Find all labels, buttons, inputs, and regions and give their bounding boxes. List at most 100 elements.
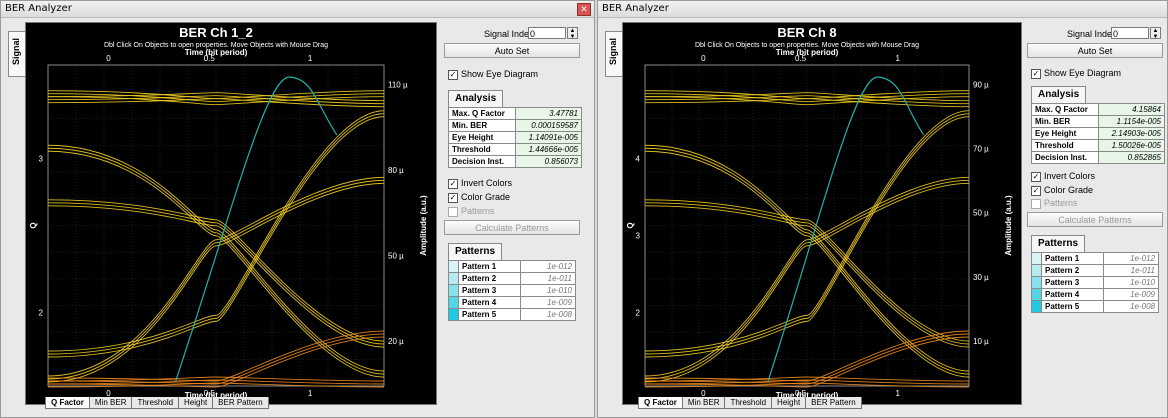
auto-set-button[interactable]: Auto Set (1027, 43, 1163, 58)
plot-tabs: Q Factor Min BER Threshold Height BER Pa… (638, 397, 862, 409)
plot-tabs: Q Factor Min BER Threshold Height BER Pa… (45, 397, 269, 409)
show-eye-diagram-label: Show Eye Diagram (1044, 68, 1122, 78)
y-tick-label: 70 µ (973, 144, 989, 153)
analysis-value: 0.000159587 (514, 119, 583, 132)
x-tick-label: 0.5 (795, 389, 807, 398)
plot-background (26, 23, 436, 404)
pattern-row[interactable]: Pattern 1 1e-012 (1031, 252, 1159, 265)
pattern-row[interactable]: Pattern 2 1e-011 (1031, 264, 1159, 277)
signal-index-row: Signal Index: 0 ▲ ▼ (1027, 27, 1165, 41)
tab-ber-pattern[interactable]: BER Pattern (212, 397, 269, 409)
tab-patterns[interactable]: Patterns (1031, 235, 1086, 252)
analysis-key: Min. BER (448, 119, 516, 132)
analysis-key: Max. Q Factor (448, 107, 516, 120)
x-tick-label: 0.5 (795, 54, 807, 63)
analysis-row: Eye Height 1.14091e-005 (448, 131, 583, 144)
analysis-key: Eye Height (1031, 127, 1099, 140)
analysis-row: Eye Height 2.14903e-005 (1031, 127, 1166, 140)
x-tick-label: 1 (308, 54, 313, 63)
spin-updown-icon[interactable]: ▲ ▼ (567, 27, 578, 40)
pattern-row[interactable]: Pattern 4 1e-009 (1031, 288, 1159, 301)
analysis-key: Decision Inst. (448, 155, 516, 168)
q-factor-curve (767, 76, 925, 382)
tab-q-factor[interactable]: Q Factor (45, 397, 90, 409)
x-tick-label: 1 (895, 389, 900, 398)
pattern-value: 1e-012 (520, 260, 576, 273)
chart-title: BER Ch 8 (777, 25, 836, 40)
analysis-value: 1.50026e-005 (1097, 139, 1166, 152)
pattern-row[interactable]: Pattern 3 1e-010 (1031, 276, 1159, 289)
analysis-value: 0.856073 (514, 155, 583, 168)
pattern-row[interactable]: Pattern 3 1e-010 (448, 284, 576, 297)
checkbox-checked-icon: ✓ (1031, 185, 1041, 196)
patterns-check-label: Patterns (1044, 198, 1078, 208)
plot-area (644, 64, 970, 387)
tab-threshold[interactable]: Threshold (131, 397, 180, 409)
window-title: BER Analyzer (5, 3, 72, 14)
analysis-row: Threshold 1.50026e-005 (1031, 139, 1166, 152)
show-eye-diagram-checkbox[interactable]: ✓ Show Eye Diagram (1031, 67, 1121, 79)
x-tick-label: 1 (895, 54, 900, 63)
signal-index-input[interactable]: 0 (1111, 27, 1149, 39)
pattern-key: Pattern 4 (1041, 288, 1104, 301)
plot-hint: Dbl Click On Objects to open properties.… (104, 42, 328, 49)
pattern-row[interactable]: Pattern 2 1e-011 (448, 272, 576, 285)
eye-traces (644, 90, 970, 388)
title-bar: BER Analyzer (598, 1, 1167, 18)
title-bar: BER Analyzer ✕ (1, 1, 594, 18)
y-tick-label: 3 (636, 231, 641, 240)
pattern-value: 1e-008 (1103, 300, 1159, 313)
signal-side-tab[interactable]: Signal (605, 31, 623, 77)
color-grade-checkbox[interactable]: ✓ Color Grade (1031, 184, 1093, 196)
tab-q-factor[interactable]: Q Factor (638, 397, 683, 409)
x-tick-label: 0 (701, 54, 706, 63)
tab-height[interactable]: Height (178, 397, 214, 409)
pattern-row[interactable]: Pattern 5 1e-008 (1031, 300, 1159, 313)
show-eye-diagram-label: Show Eye Diagram (461, 69, 539, 79)
pattern-key: Pattern 1 (1041, 252, 1104, 265)
tab-analysis[interactable]: Analysis (1031, 86, 1087, 103)
top-axis-title: Time (bit period) (776, 48, 839, 57)
right-axis-title: Amplitude (a.u.) (1004, 195, 1013, 256)
checkbox-checked-icon: ✓ (448, 192, 458, 203)
close-icon[interactable]: ✕ (577, 3, 591, 16)
auto-set-button[interactable]: Auto Set (444, 43, 580, 58)
invert-colors-checkbox[interactable]: ✓ Invert Colors (1031, 170, 1095, 182)
analysis-value: 1.1154e-005 (1097, 115, 1166, 128)
signal-index-input[interactable]: 0 (528, 27, 566, 39)
pattern-row[interactable]: Pattern 1 1e-012 (448, 260, 576, 273)
tab-min-ber[interactable]: Min BER (681, 397, 726, 409)
pattern-key: Pattern 5 (1041, 300, 1104, 313)
pattern-swatch (1031, 288, 1042, 301)
color-grade-label: Color Grade (461, 192, 511, 202)
signal-side-tab[interactable]: Signal (8, 31, 26, 77)
side-tab-label: Signal (608, 38, 618, 66)
spin-updown-icon[interactable]: ▲ ▼ (1150, 27, 1161, 40)
tab-min-ber[interactable]: Min BER (88, 397, 133, 409)
tab-patterns[interactable]: Patterns (448, 243, 503, 260)
x-tick-label: 0 (106, 389, 111, 398)
signal-index-label: Signal Index: (1067, 29, 1120, 39)
pattern-row[interactable]: Pattern 5 1e-008 (448, 308, 576, 321)
side-tab-label: Signal (11, 38, 21, 66)
x-tick-label: 0.5 (204, 389, 216, 398)
pattern-swatch (448, 272, 459, 285)
x-tick-label: 1 (308, 389, 313, 398)
pattern-value: 1e-012 (1103, 252, 1159, 265)
analysis-key: Threshold (1031, 139, 1099, 152)
tab-ber-pattern[interactable]: BER Pattern (805, 397, 862, 409)
pattern-key: Pattern 5 (458, 308, 521, 321)
eye-diagram-plot[interactable]: BER Ch 8 Dbl Click On Objects to open pro… (622, 22, 1022, 405)
eye-diagram-plot[interactable]: BER Ch 1_2 Dbl Click On Objects to open p… (25, 22, 437, 405)
pattern-row[interactable]: Pattern 4 1e-009 (448, 296, 576, 309)
show-eye-diagram-checkbox[interactable]: ✓ Show Eye Diagram (448, 68, 538, 80)
pattern-swatch (1031, 300, 1042, 313)
analysis-row: Decision Inst. 0.852865 (1031, 151, 1166, 164)
tab-height[interactable]: Height (771, 397, 807, 409)
tab-threshold[interactable]: Threshold (724, 397, 773, 409)
y-tick-label: 10 µ (973, 337, 989, 346)
invert-colors-checkbox[interactable]: ✓ Invert Colors (448, 177, 512, 189)
tab-analysis[interactable]: Analysis (448, 90, 504, 107)
color-grade-checkbox[interactable]: ✓ Color Grade (448, 191, 510, 203)
